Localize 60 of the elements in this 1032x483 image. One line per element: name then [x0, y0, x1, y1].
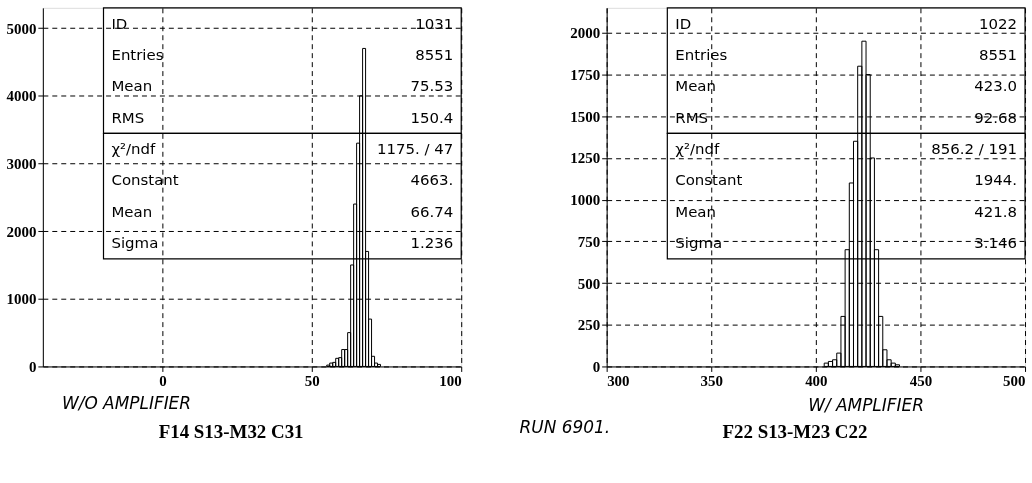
annotation: Constant [111, 171, 179, 190]
annotation: 856.2 / 191 [931, 140, 1018, 159]
annotation: 66.74 [410, 202, 454, 221]
text: W/O AMPLIFIER [61, 393, 192, 414]
x-tick-label: 0 [159, 372, 167, 389]
annotation: 1022 [979, 14, 1018, 33]
annotation: 75.53 [410, 77, 454, 96]
y-tick-label: 0 [28, 358, 37, 375]
y-tick-label: 3000 [6, 155, 37, 172]
x-tick-label: 100 [439, 372, 462, 389]
y-tick-label: 1250 [570, 150, 601, 167]
x-tick-label: 300 [607, 372, 630, 389]
y-tick-label: 4000 [6, 88, 37, 105]
y-tick-label: 1500 [570, 108, 601, 125]
y-tick-label: 2000 [570, 25, 601, 42]
annotation: χ²/ndf [675, 140, 720, 159]
annotation: Sigma [111, 234, 159, 253]
annotation: 1.236 [410, 234, 454, 253]
annotation: Entries [111, 45, 164, 64]
y-tick-label: 1000 [6, 291, 37, 308]
annotation: ID [675, 14, 692, 33]
annotation: 150.4 [410, 108, 454, 127]
annotation: 421.8 [974, 202, 1018, 221]
annotation: ID [111, 14, 128, 33]
annotation: 4663. [410, 171, 454, 190]
y-tick-label: 0 [592, 358, 601, 375]
x-tick-label: 350 [700, 372, 723, 389]
x-tick-label: 400 [805, 372, 828, 389]
y-tick-label: 1000 [570, 192, 601, 209]
text: F14 S13-M32 C31 [158, 421, 304, 443]
x-tick-label: 500 [1003, 372, 1026, 389]
annotation: 1175. / 47 [376, 140, 454, 159]
annotation: Mean [111, 202, 153, 221]
annotation: RMS [111, 108, 145, 127]
x-tick-label: 50 [304, 372, 320, 389]
annotation: 8551 [979, 45, 1018, 64]
annotation: Mean [675, 77, 716, 96]
annotation: 3.146 [974, 234, 1018, 253]
annotation: Entries [675, 45, 728, 64]
y-tick-label: 5000 [6, 20, 37, 37]
annotation: RMS [675, 108, 709, 127]
annotation: Constant [675, 171, 743, 190]
y-tick-label: 1750 [570, 67, 601, 84]
annotation: Sigma [675, 234, 723, 253]
annotation: 1944. [974, 171, 1018, 190]
annotation: 1031 [415, 14, 454, 33]
annotation: 92.68 [974, 108, 1018, 127]
annotation: 423.0 [974, 77, 1018, 96]
annotation: χ²/ndf [111, 140, 157, 159]
y-tick-label: 250 [577, 317, 601, 334]
text: F22 S13-M23 C22 [722, 421, 868, 443]
text: W/ AMPLIFIER [808, 395, 924, 416]
annotation: Mean [111, 77, 153, 96]
text: RUN 6901. [519, 417, 611, 438]
x-tick-label: 450 [909, 372, 933, 389]
y-tick-label: 500 [577, 275, 601, 292]
y-tick-label: 2000 [6, 223, 37, 240]
y-tick-label: 750 [577, 233, 601, 250]
annotation: 8551 [415, 45, 454, 64]
annotation: Mean [675, 202, 716, 221]
